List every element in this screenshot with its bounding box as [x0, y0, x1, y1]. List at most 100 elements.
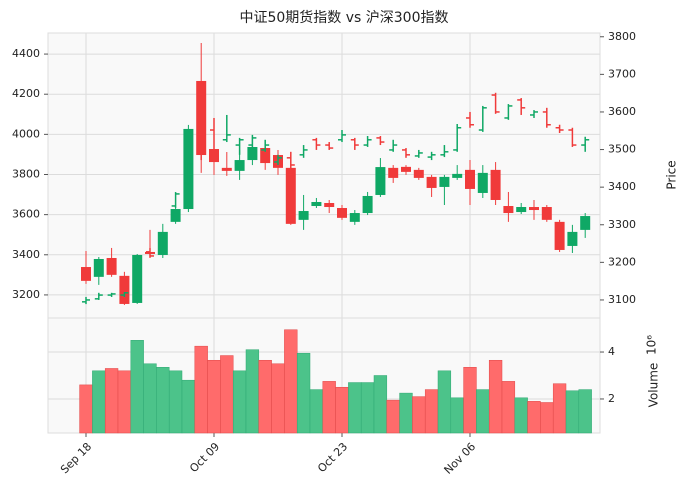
volume-bar [552, 383, 567, 434]
volume-bar [220, 355, 234, 434]
y2-tick-label: 3600 [608, 105, 636, 118]
y-tick-label: 3200 [12, 288, 40, 301]
candle-body [529, 207, 539, 211]
volume-bar [130, 340, 144, 434]
volume-bar [271, 363, 285, 434]
candle-body [362, 195, 373, 214]
volume-bar [540, 402, 554, 434]
candle-body [452, 173, 463, 178]
volume-bar [463, 367, 477, 434]
candle-body [490, 169, 501, 200]
candle-body [503, 206, 514, 214]
candle-body [349, 213, 360, 222]
candle-body [81, 267, 91, 281]
x-tick-label: Nov 06 [441, 440, 478, 477]
candle-body [106, 257, 117, 275]
volume-scale-label: 10⁶ [645, 335, 659, 355]
candle-body [580, 216, 591, 230]
candle-body [426, 176, 437, 188]
price-panel [47, 32, 601, 319]
candle-body [247, 147, 258, 161]
x-tick-label: Oct 23 [315, 440, 350, 475]
volume-bar [284, 329, 298, 434]
candle-body [401, 166, 411, 172]
candle-body [477, 172, 488, 193]
volume-bar [399, 392, 413, 434]
volume-bar [194, 345, 208, 434]
candle-body [413, 169, 424, 178]
volume-bar [258, 359, 272, 434]
candle-body [554, 221, 565, 250]
x-tick-label: Oct 09 [187, 440, 222, 475]
candle-body [465, 169, 475, 189]
y2-tick-label: 3300 [608, 218, 636, 231]
volume-bar [565, 390, 580, 434]
volume-bar [322, 381, 336, 434]
volume-bar [527, 401, 541, 434]
volume-bar [348, 382, 362, 434]
volume-bar [578, 389, 592, 434]
volume-bar [79, 384, 93, 434]
y-tick-label: 4000 [12, 127, 40, 140]
volume-bar [335, 386, 349, 434]
candle-body [516, 207, 527, 213]
candle-body [439, 176, 450, 187]
y2-tick-label: 3800 [608, 30, 636, 43]
volume-bar [104, 368, 119, 434]
volume-bar [412, 396, 426, 434]
candle-body [541, 207, 552, 220]
volume-bar [92, 370, 106, 434]
candle-body [221, 167, 232, 171]
candle-body [234, 160, 245, 171]
volume-bar [514, 397, 528, 434]
candle-body [311, 201, 322, 207]
candle-body [298, 211, 309, 220]
volume-bar [232, 370, 247, 434]
volume-bar [450, 397, 464, 434]
candle-body [337, 208, 347, 218]
candle-body [324, 202, 335, 208]
volume-bar [245, 349, 260, 434]
volume-bar [296, 352, 311, 434]
y2-tick-label: 3500 [608, 143, 636, 156]
volume-bar [117, 370, 132, 434]
volume-bar [360, 382, 375, 434]
candle-body [388, 167, 399, 178]
y-tick-label: 3400 [12, 248, 40, 261]
x-tick-label: Sep 18 [58, 440, 94, 476]
candle-body [375, 167, 386, 195]
candle-body [567, 231, 578, 246]
y2-tick-label: 3100 [608, 293, 636, 306]
y2-tick-label: 3200 [608, 255, 636, 268]
volume-tick-label: 4 [608, 345, 615, 358]
candle-body [260, 148, 271, 164]
volume-bar [156, 367, 170, 434]
y2-tick-label: 3400 [608, 180, 636, 193]
y2-axis-label: Price [665, 160, 679, 189]
candle-body [132, 254, 143, 303]
volume-tick-label: 2 [608, 392, 615, 405]
candle-body [170, 209, 181, 222]
candle-body [285, 167, 296, 224]
volume-bar [168, 370, 183, 434]
candle-body [119, 275, 130, 304]
candle-body [93, 258, 104, 277]
chart-title: 中证50期货指数 vs 沪深300指数 [239, 9, 448, 26]
y-tick-label: 3800 [12, 167, 40, 180]
volume-bar [181, 379, 196, 434]
volume-bar [476, 389, 490, 434]
volume-bar [309, 389, 324, 434]
volume-bar [437, 370, 452, 434]
volume-bar [386, 399, 400, 434]
y-tick-label: 3600 [12, 208, 40, 221]
volume-bar [143, 363, 157, 434]
volume-bar [207, 359, 221, 434]
volume-bar [373, 375, 388, 434]
volume-bar [424, 389, 439, 434]
volume-axis-label: Volume [647, 363, 661, 408]
volume-bar [488, 359, 503, 434]
y-tick-label: 4400 [12, 47, 40, 60]
volume-bar [501, 381, 516, 434]
y2-tick-label: 3700 [608, 67, 636, 80]
